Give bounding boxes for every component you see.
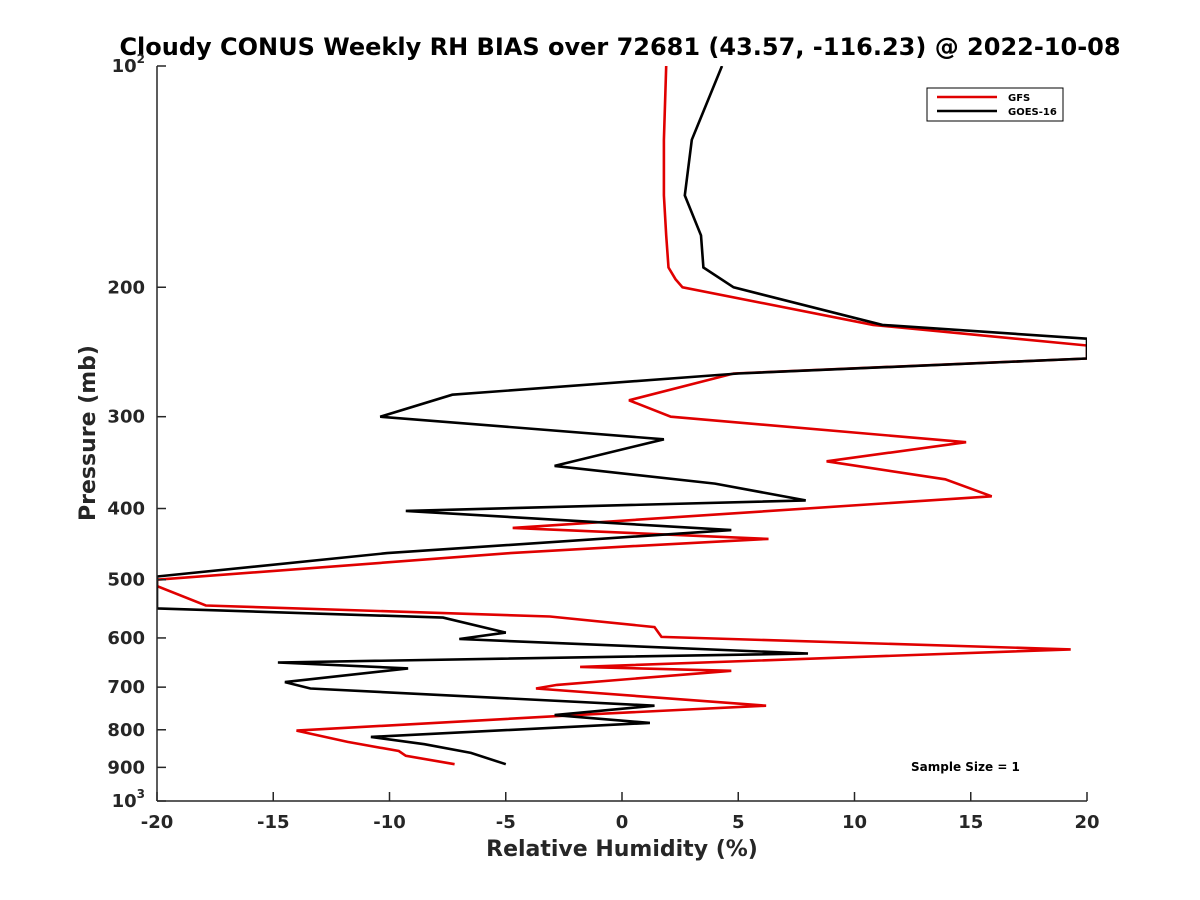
- x-tick-label: -15: [257, 812, 290, 833]
- y-tick-label: 800: [107, 720, 145, 741]
- sample-size-annotation: Sample Size = 1: [911, 760, 1020, 774]
- x-tick-label: 15: [958, 812, 983, 833]
- y-tick-label: 300: [107, 407, 145, 428]
- x-tick-label: 20: [1074, 812, 1099, 833]
- y-decade-tick-label: 102: [112, 52, 145, 77]
- legend-label-gfs: GFS: [1008, 93, 1030, 104]
- y-decade-tick-label: 103: [112, 787, 145, 812]
- plot-area: -20 -15 -10 -5 0 5 10 15 20 200 300 400 500 600 700 800…: [107, 52, 1099, 833]
- legend-label-goes16: GOES-16: [1008, 107, 1057, 118]
- y-tick-label: 500: [107, 570, 145, 591]
- plot-background: [157, 66, 1087, 801]
- x-axis-label: Relative Humidity (%): [486, 837, 758, 862]
- y-tick-label: 900: [107, 757, 145, 778]
- y-tick-label: 200: [107, 277, 145, 298]
- x-tick-label: 10: [842, 812, 867, 833]
- axes-layer: -20 -15 -10 -5 0 5 10 15 20 200 300 400 500 600 700 800…: [107, 52, 1099, 833]
- legend-box: [926, 87, 1064, 122]
- x-tick-label: 5: [732, 812, 745, 833]
- y-axis-label: Pressure (mb): [76, 345, 101, 521]
- chart-title: Cloudy CONUS Weekly RH BIAS over 72681 (…: [119, 33, 1120, 61]
- x-tick-label: -20: [141, 812, 174, 833]
- y-tick-label: 700: [107, 677, 145, 698]
- y-tick-label: 600: [107, 628, 145, 649]
- x-tick-label: 0: [616, 812, 629, 833]
- series-layer: [157, 66, 1087, 766]
- series-line-gfs: [157, 66, 1087, 766]
- legend[interactable]: GFS GOES-16: [926, 87, 1064, 122]
- series-line-goes16: [157, 66, 1087, 766]
- x-tick-label: -5: [496, 812, 516, 833]
- y-tick-label: 400: [107, 499, 145, 520]
- x-tick-label: -10: [373, 812, 406, 833]
